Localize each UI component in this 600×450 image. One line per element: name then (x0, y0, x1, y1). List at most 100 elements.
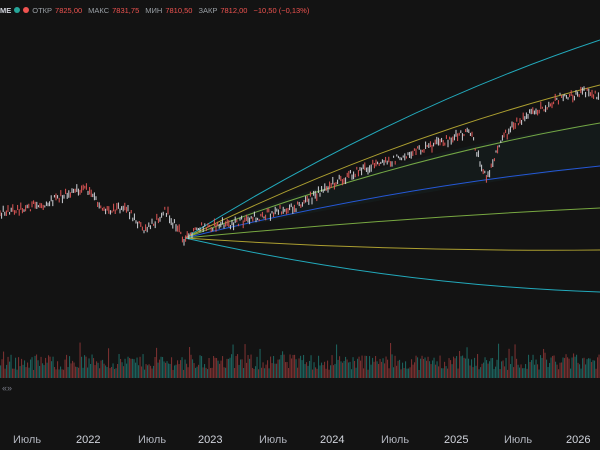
time-axis-label: 2022 (76, 434, 101, 446)
volume-bar (22, 364, 24, 378)
volume-bar (532, 354, 534, 378)
volume-bar (31, 357, 33, 378)
volume-bar (418, 369, 420, 378)
volume-bar (361, 355, 363, 378)
volume-bar (423, 359, 425, 378)
volume-bar (60, 366, 62, 378)
volume-bar (499, 369, 501, 378)
volume-bar (534, 364, 536, 378)
volume-bar (274, 363, 276, 378)
volume-bar (115, 368, 117, 378)
volume-bar (333, 365, 335, 378)
fan-band-line (184, 237, 600, 251)
volume-bar (475, 365, 477, 378)
volume-bar (304, 364, 306, 378)
volume-bar (453, 356, 455, 378)
low-value: 7810,50 (165, 5, 193, 15)
volume-bar (12, 368, 14, 378)
volume-bar (303, 354, 305, 378)
volume-bar (588, 358, 590, 378)
volume-bar (322, 365, 324, 378)
volume-bar (592, 360, 594, 378)
volume-bar (451, 364, 453, 378)
volume-bar (528, 354, 530, 378)
volume-bar (316, 368, 318, 378)
collapse-volume-icon[interactable]: «» (2, 383, 13, 393)
volume-bar (550, 357, 552, 378)
time-axis-label: Июль (138, 434, 167, 446)
volume-bar (514, 344, 516, 378)
volume-bar (385, 356, 387, 378)
volume-bar (133, 359, 135, 378)
volume-bar (363, 368, 365, 378)
volume-bar (210, 368, 212, 378)
volume-bar (70, 363, 72, 378)
volume-bar (229, 357, 231, 378)
volume-bar (205, 367, 207, 378)
volume-bar (376, 361, 378, 378)
volume-bar (87, 367, 89, 378)
time-axis-label: Июль (504, 434, 533, 446)
volume-bar (315, 367, 317, 378)
volume-bar (468, 358, 470, 378)
volume-bar (318, 355, 320, 378)
volume-bar (10, 354, 12, 378)
volume-bar (337, 359, 339, 378)
volume-bar (400, 369, 402, 378)
volume-bar (226, 358, 228, 378)
volume-bar (270, 356, 272, 378)
volume-bar (520, 364, 522, 378)
volume-bar (3, 351, 5, 378)
volume-bar (342, 362, 344, 378)
volume-bar (91, 354, 93, 378)
volume-bar (457, 368, 459, 378)
volume-bar (169, 363, 171, 378)
volume-bar (159, 359, 161, 378)
market-dot-icon (23, 7, 30, 13)
volume-bar (144, 369, 146, 378)
volume-bar (504, 366, 506, 378)
volume-bar (367, 369, 369, 378)
volume-bar (355, 367, 357, 378)
volume-bar (73, 362, 75, 378)
volume-bar (345, 356, 347, 378)
volume-bar (67, 367, 69, 378)
volume-bar (39, 365, 41, 378)
volume-bar (261, 367, 263, 378)
volume-bar (436, 361, 438, 378)
volume-bar (480, 367, 482, 378)
volume-bar (16, 369, 18, 378)
volume-bar (442, 368, 444, 378)
status-dot-icon (14, 7, 21, 13)
volume-bar (580, 368, 582, 378)
volume-bar (474, 357, 476, 378)
time-axis-label: 2023 (198, 434, 223, 446)
volume-bar (84, 355, 86, 378)
volume-bar (145, 364, 147, 378)
volume-bar (45, 357, 47, 378)
price-layer (0, 86, 599, 246)
volume-bar (591, 362, 593, 378)
volume-bar (396, 365, 398, 378)
high-value: 7831,75 (112, 5, 140, 15)
volume-bar (51, 361, 53, 378)
volume-bar (42, 363, 44, 378)
volume-bar (178, 364, 180, 378)
volume-bar (78, 367, 80, 378)
volume-bar (309, 360, 311, 378)
volume-bar (456, 356, 458, 378)
volume-bar (547, 367, 549, 378)
volume-bar (502, 360, 504, 378)
volume-bar (223, 367, 225, 378)
volume-bar (562, 357, 564, 378)
volume-bar (120, 358, 122, 378)
volume-bar (283, 354, 285, 378)
volume-bar (189, 347, 191, 378)
volume-bar (438, 366, 440, 378)
volume-bar (166, 361, 168, 378)
volume-bar (136, 357, 138, 378)
volume-bar (198, 364, 200, 378)
volume-bar (373, 361, 375, 378)
volume-bar (214, 357, 216, 378)
